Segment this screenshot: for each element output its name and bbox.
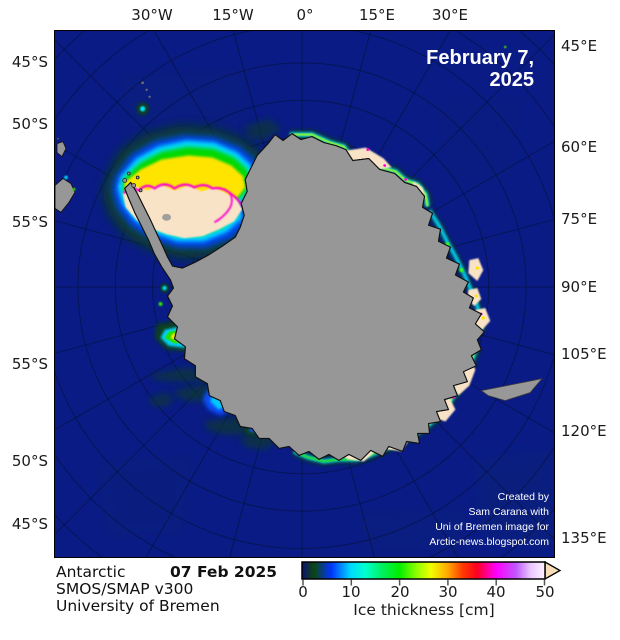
south-georgia-island: [55, 177, 76, 213]
weddell-ice-patch: [102, 45, 507, 259]
lat-label-left-55s-bottom: 55°S: [11, 355, 48, 373]
kerguelen-island: [480, 378, 544, 401]
lon-label-right-60e: 60°E: [561, 138, 598, 156]
lat-label-left-45s-top: 45°S: [11, 53, 48, 71]
date-overlay-line1: February 7,: [426, 47, 534, 69]
lon-label-right-105e: 105°E: [561, 345, 607, 363]
lat-label-left-50s-top: 50°S: [11, 115, 48, 133]
colorbar-tick-10: 10: [341, 583, 361, 601]
peninsula-islands: [122, 171, 143, 193]
lon-label-right-135e: 135°E: [561, 529, 607, 547]
credit-line: Uni of Bremen image for: [435, 521, 549, 533]
lon-label-right-120e: 120°E: [561, 422, 607, 440]
islands: [55, 81, 544, 401]
colorbar-tick-30: 30: [438, 583, 458, 601]
lat-label-left-45s-bottom: 45°S: [11, 515, 48, 533]
footer-region: Antarctic: [56, 563, 126, 581]
colorbar-tick-50: 50: [535, 583, 555, 601]
colorbar-overflow-arrow: [544, 561, 562, 581]
colorbar-gradient-bar: [301, 561, 546, 580]
credit-line: Arctic-news.blogspot.com: [429, 536, 549, 548]
map-canvas: February 7, 2025 Created by Sam Carana w…: [54, 30, 555, 558]
lon-label-right-90e: 90°E: [561, 278, 598, 296]
lon-label-top-15w: 15°W: [212, 6, 254, 24]
colorbar-caption: Ice thickness [cm]: [353, 601, 495, 619]
south-sandwich-islets: [141, 81, 151, 98]
credit-line: Sam Carana with: [468, 506, 549, 518]
colorbar-tick-0: 0: [298, 583, 308, 601]
colorbar: [301, 561, 562, 586]
date-overlay-line2: 2025: [489, 69, 535, 91]
credit-line: Created by: [497, 491, 549, 503]
colorbar-tick-40: 40: [486, 583, 506, 601]
lon-label-top-15e: 15°E: [358, 6, 396, 24]
lat-label-left-50s-bottom: 50°S: [11, 452, 48, 470]
lon-label-right-75e: 75°E: [561, 210, 598, 228]
colorbar-tick-20: 20: [390, 583, 410, 601]
footer-date: 07 Feb 2025: [170, 563, 278, 581]
lat-label-left-55s-top: 55°S: [11, 213, 48, 231]
lon-label-top-30e: 30°E: [431, 6, 469, 24]
credits: Created by Sam Carana with Uni of Bremen…: [429, 490, 549, 550]
date-overlay: February 7, 2025: [426, 47, 534, 91]
colorbar-tick-marks: [302, 579, 546, 586]
footer-institution: University of Bremen: [56, 597, 220, 615]
ocean-texture: [94, 65, 554, 557]
footer-product: SMOS/SMAP v300: [56, 580, 194, 598]
lon-label-top-0: 0°: [296, 6, 314, 24]
lon-label-top-30w: 30°W: [131, 6, 173, 24]
lon-label-right-45e: 45°E: [561, 37, 598, 55]
coastal-ice-fringe-east: [426, 208, 491, 333]
